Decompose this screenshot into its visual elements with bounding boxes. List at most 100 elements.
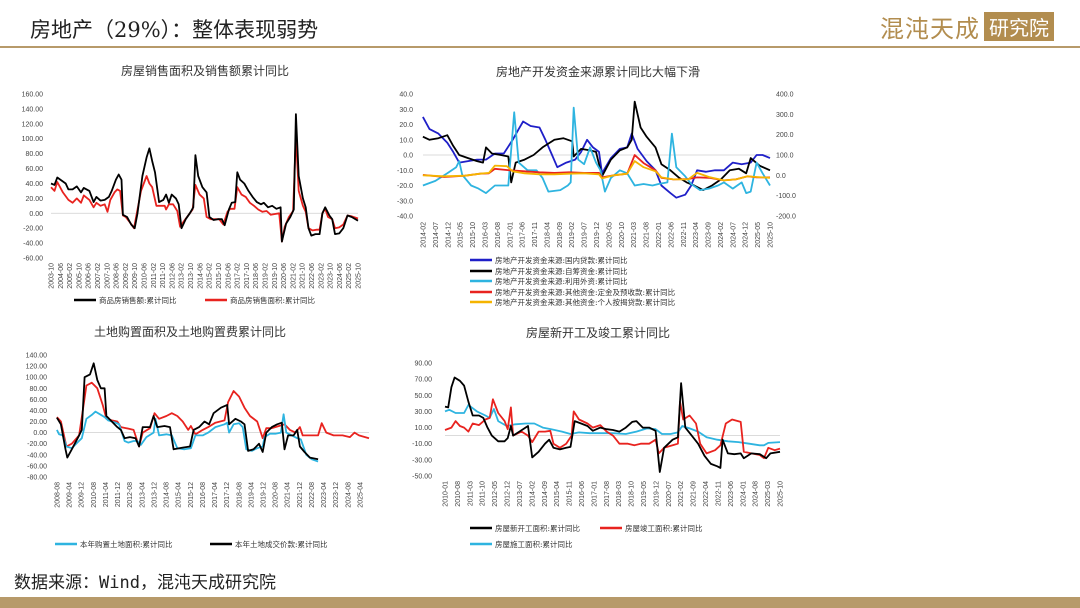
x-tick-label: 2021-04 xyxy=(285,482,292,508)
legend-label: 本年土地成交价款:累计同比 xyxy=(235,539,328,549)
x-tick-label: 2009-02 xyxy=(123,263,130,289)
x-tick-label: 2017-01 xyxy=(591,481,598,507)
series-line-2 xyxy=(50,113,359,243)
x-tick-label: 2010-08 xyxy=(455,481,462,507)
x-tick-label: 2023-04 xyxy=(693,222,700,248)
x-tick-label: 2019-02 xyxy=(262,263,269,289)
x-tick-label: 2019-07 xyxy=(582,222,589,248)
x-tick-label: 2020-06 xyxy=(281,263,288,289)
x-tick-label: 2016-08 xyxy=(200,482,207,508)
y-right-tick-label: 200.0 xyxy=(776,132,794,139)
chart-title: 房屋新开工及竣工累计同比 xyxy=(526,325,670,340)
page-title: 房地产（29%）：整体表现弱势 xyxy=(30,18,319,42)
x-tick-label: 2022-08 xyxy=(309,482,316,508)
x-tick-label: 2018-03 xyxy=(616,481,623,507)
x-tick-label: 2024-08 xyxy=(345,482,352,508)
y-tick-label: 0.00 xyxy=(29,211,43,218)
x-tick-label: 2003-10 xyxy=(49,263,56,289)
x-tick-label: 2019-04 xyxy=(248,482,255,508)
y-tick-label: 60.00 xyxy=(25,166,43,173)
x-tick-label: 2016-03 xyxy=(482,222,489,248)
y-tick-label: 50.00 xyxy=(414,393,432,400)
x-tick-label: 2023-04 xyxy=(321,482,328,508)
y-tick-label: 120.00 xyxy=(26,364,48,371)
chart-2: 房地产开发资金来源累计同比大幅下滑 40.0 30.0 20.0 10.0 0.0 -10.… xyxy=(397,64,796,307)
x-tick-label: 2011-02 xyxy=(151,263,158,288)
x-tick-label: 2016-06 xyxy=(579,481,586,507)
y-tick-label: -30.0 xyxy=(397,198,413,205)
x-tick-label: 2024-07 xyxy=(730,222,737,248)
x-tick-label: 2013-12 xyxy=(151,482,158,508)
y-tick-label: -30.00 xyxy=(412,457,432,464)
y-right-tick-label: 400.0 xyxy=(776,92,794,99)
x-tick-label: 2021-12 xyxy=(297,482,304,508)
x-tick-label: 2024-06 xyxy=(337,263,344,289)
x-tick-label: 2009-10 xyxy=(132,263,139,289)
y-tick-label: -20.00 xyxy=(23,226,43,233)
y-tick-label: 60.00 xyxy=(29,397,47,404)
x-tick-label: 2022-06 xyxy=(309,263,316,289)
y-tick-label: 80.00 xyxy=(25,151,43,158)
x-tick-label: 2010-08 xyxy=(91,482,98,508)
y-tick-label: 100.00 xyxy=(26,375,48,382)
x-tick-label: 2011-04 xyxy=(103,482,110,507)
x-tick-label: 2014-02 xyxy=(529,481,536,507)
x-tick-label: 2011-12 xyxy=(115,482,122,507)
x-tick-label: 2022-04 xyxy=(703,481,710,507)
x-tick-label: 2005-02 xyxy=(67,263,74,289)
x-tick-label: 2018-08 xyxy=(236,482,243,508)
x-tick-label: 2016-08 xyxy=(495,222,502,248)
x-tick-label: 2024-02 xyxy=(718,222,725,248)
x-tick-label: 2020-07 xyxy=(666,481,673,507)
x-tick-label: 2025-03 xyxy=(765,481,772,507)
y-tick-label: 20.0 xyxy=(399,122,413,129)
y-tick-label: -40.0 xyxy=(397,214,413,221)
y-tick-label: 0.0 xyxy=(403,153,413,160)
chart-title: 房屋销售面积及销售额累计同比 xyxy=(121,63,289,78)
x-tick-label: 2007-10 xyxy=(104,263,111,289)
y-tick-label: 20.00 xyxy=(25,196,43,203)
x-tick-label: 2014-12 xyxy=(445,222,452,248)
legend-label: 商品房销售面积:累计同比 xyxy=(230,295,316,305)
x-tick-label: 2009-12 xyxy=(79,482,86,508)
series-line-2 xyxy=(56,410,319,463)
y-tick-label: -10.0 xyxy=(397,168,413,175)
x-tick-label: 2012-06 xyxy=(169,263,176,289)
x-tick-label: 2020-10 xyxy=(619,222,626,248)
x-tick-label: 2014-02 xyxy=(421,222,428,248)
x-tick-label: 2005-10 xyxy=(76,263,83,289)
y-tick-label: -60.00 xyxy=(23,256,43,263)
series-line-4 xyxy=(422,154,770,182)
x-tick-label: 2015-10 xyxy=(216,263,223,289)
x-tick-label: 2017-04 xyxy=(212,482,219,508)
y-tick-label: -20.0 xyxy=(397,183,413,190)
series-line-5 xyxy=(422,160,771,182)
x-tick-label: 2013-02 xyxy=(179,263,186,289)
x-tick-label: 2014-07 xyxy=(433,222,440,248)
x-tick-label: 2023-12 xyxy=(333,482,340,508)
y-tick-label: 140.00 xyxy=(26,353,48,360)
chart-title: 土地购置面积及土地购置费累计同比 xyxy=(94,324,286,339)
y-right-tick-label: 100.0 xyxy=(776,153,794,160)
y-tick-label: 140.00 xyxy=(22,106,44,113)
y-right-tick-label: -200.0 xyxy=(776,214,796,221)
x-tick-label: 2019-10 xyxy=(272,263,279,289)
x-tick-label: 2023-10 xyxy=(328,263,335,289)
x-tick-label: 2013-10 xyxy=(188,263,195,289)
y-tick-label: -60.00 xyxy=(27,463,47,470)
data-source: 数据来源：Wind，混沌天成研究院 xyxy=(14,573,276,593)
y-tick-label: 120.00 xyxy=(22,121,44,128)
series-line-3 xyxy=(444,376,781,473)
x-tick-label: 2008-06 xyxy=(114,263,121,289)
x-tick-label: 2024-12 xyxy=(743,222,750,248)
y-tick-label: 100.00 xyxy=(22,136,44,143)
legend-label: 房地产开发资金来源:国内贷款:累计同比 xyxy=(495,255,628,265)
x-tick-label: 2021-08 xyxy=(644,222,651,248)
x-tick-label: 2022-06 xyxy=(668,222,675,248)
x-tick-label: 2010-01 xyxy=(443,481,450,507)
x-tick-label: 2015-12 xyxy=(188,482,195,508)
series-line-3 xyxy=(56,362,319,461)
x-tick-label: 2017-01 xyxy=(507,222,514,248)
y-tick-label: 90.00 xyxy=(414,361,432,368)
